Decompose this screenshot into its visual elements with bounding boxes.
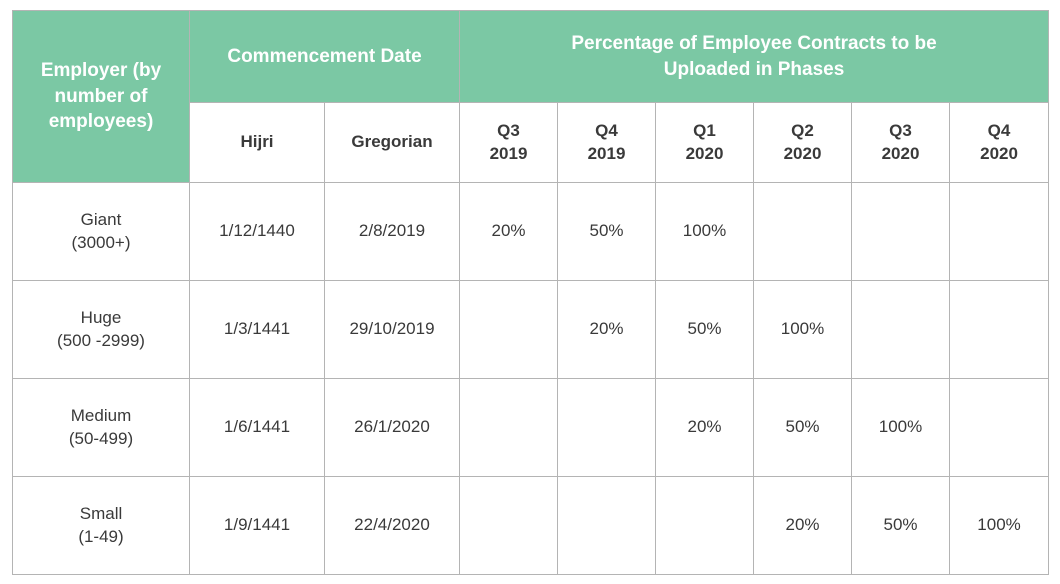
phase-cell: 20% bbox=[655, 378, 754, 477]
phase-cell bbox=[557, 378, 656, 477]
phase-cell bbox=[459, 280, 558, 379]
hijri-cell: 1/9/1441 bbox=[189, 476, 325, 575]
phase-cell: 100% bbox=[851, 378, 950, 477]
phase-cell bbox=[948, 280, 1050, 379]
percentage-header: Percentage of Employee Contracts to be U… bbox=[458, 10, 1050, 103]
phase-cell: 50% bbox=[753, 378, 852, 477]
phase-cell bbox=[459, 378, 558, 477]
table-row: Huge (500 -2999) 1/3/1441 29/10/2019 20% … bbox=[12, 280, 1050, 379]
table-row: Small (1-49) 1/9/1441 22/4/2020 20% 50% 1… bbox=[12, 476, 1050, 575]
gregorian-cell: 29/10/2019 bbox=[324, 280, 460, 379]
phase-cell bbox=[655, 476, 754, 575]
quarter-header: Q3 2020 bbox=[851, 102, 950, 183]
phase-cell: 50% bbox=[655, 280, 754, 379]
phase-cell bbox=[459, 476, 558, 575]
upload-phases-table: Employer (by number of employees) Commen… bbox=[12, 10, 1050, 575]
quarter-header: Q4 2019 bbox=[557, 102, 656, 183]
phase-cell: 20% bbox=[459, 182, 558, 281]
phase-cell bbox=[851, 182, 950, 281]
phase-cell bbox=[851, 280, 950, 379]
phase-cell bbox=[948, 378, 1050, 477]
table-row: Giant (3000+) 1/12/1440 2/8/2019 20% 50% … bbox=[12, 182, 1050, 281]
quarter-header: Q2 2020 bbox=[753, 102, 852, 183]
gregorian-header: Gregorian bbox=[324, 102, 460, 183]
phase-cell: 100% bbox=[948, 476, 1050, 575]
phase-cell: 20% bbox=[557, 280, 656, 379]
phase-cell: 100% bbox=[753, 280, 852, 379]
phase-cell bbox=[753, 182, 852, 281]
employer-cell: Huge (500 -2999) bbox=[12, 280, 190, 379]
table-row: Medium (50-499) 1/6/1441 26/1/2020 20% 50… bbox=[12, 378, 1050, 477]
hijri-header: Hijri bbox=[189, 102, 325, 183]
phase-cell: 50% bbox=[851, 476, 950, 575]
gregorian-cell: 26/1/2020 bbox=[324, 378, 460, 477]
employer-cell: Small (1-49) bbox=[12, 476, 190, 575]
quarter-header: Q4 2020 bbox=[948, 102, 1050, 183]
header-row-top: Employer (by number of employees) Commen… bbox=[12, 10, 1050, 183]
phase-cell bbox=[948, 182, 1050, 281]
hijri-cell: 1/6/1441 bbox=[189, 378, 325, 477]
phase-cell bbox=[557, 476, 656, 575]
hijri-cell: 1/12/1440 bbox=[189, 182, 325, 281]
gregorian-cell: 2/8/2019 bbox=[324, 182, 460, 281]
employer-cell: Medium (50-499) bbox=[12, 378, 190, 477]
quarter-header: Q3 2019 bbox=[459, 102, 558, 183]
phase-cell: 100% bbox=[655, 182, 754, 281]
employer-header: Employer (by number of employees) bbox=[12, 10, 190, 183]
commencement-date-header: Commencement Date bbox=[189, 10, 460, 103]
header-row-sub: Hijri Gregorian Q3 2019 Q4 2019 Q1 2020 Q2 2… bbox=[13, 102, 1050, 183]
phase-cell: 50% bbox=[557, 182, 656, 281]
quarter-header: Q1 2020 bbox=[655, 102, 754, 183]
employer-cell: Giant (3000+) bbox=[12, 182, 190, 281]
hijri-cell: 1/3/1441 bbox=[189, 280, 325, 379]
phase-cell: 20% bbox=[753, 476, 852, 575]
gregorian-cell: 22/4/2020 bbox=[324, 476, 460, 575]
